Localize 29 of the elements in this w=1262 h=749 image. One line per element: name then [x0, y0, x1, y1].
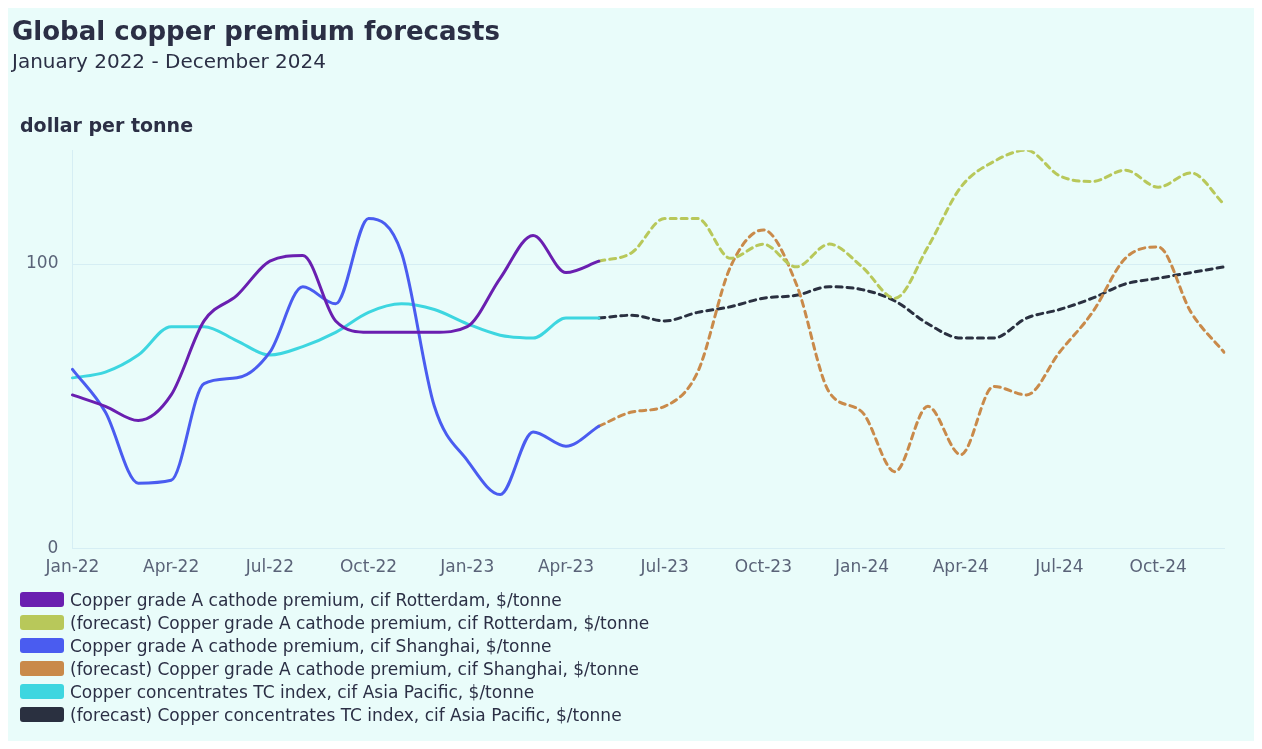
x-tick-label: Jul-23: [639, 556, 689, 577]
legend-label: (forecast) Copper grade A cathode premium, cif Rotterdam, $/tonne: [70, 612, 650, 633]
y-tick-label: 0: [47, 537, 59, 558]
x-tick-label: Apr-23: [537, 556, 595, 577]
legend-label: (forecast) Copper grade A cathode premium, cif Shanghai, $/tonne: [70, 658, 639, 679]
y-tick-label: 100: [25, 252, 59, 273]
x-tick-label: Apr-22: [143, 556, 200, 577]
x-tick-label: Jan-22: [44, 556, 100, 577]
y-axis-title: dollar per tonne: [20, 113, 194, 136]
line-series: [70, 302, 601, 380]
legend-label: Copper grade A cathode premium, cif Shanghai, $/tonne: [70, 635, 552, 656]
line-series: [70, 217, 601, 497]
line-series: [597, 265, 1226, 340]
x-tick-label: Oct-22: [339, 556, 398, 577]
legend-label: Copper grade A cathode premium, cif Rotterdam, $/tonne: [70, 589, 562, 610]
line-series: [597, 228, 1226, 474]
x-tick-label: Jan-24: [834, 556, 890, 577]
chart-subtitle: January 2022 - December 2024: [10, 49, 326, 74]
line-series: [597, 150, 1226, 300]
chart-title: Global copper premium forecasts: [12, 16, 500, 47]
legend-label: (forecast) Copper concentrates TC index, cif Asia Pacific, $/tonne: [70, 704, 622, 725]
x-tick-label: Oct-24: [1129, 556, 1187, 577]
x-tick-label: Oct-23: [734, 556, 792, 577]
x-tick-label: Jul-22: [244, 556, 294, 577]
legend-label: Copper concentrates TC index, cif Asia Pacific, $/tonne: [70, 681, 535, 702]
x-tick-label: Jan-23: [439, 556, 495, 577]
x-tick-label: Jul-24: [1034, 556, 1084, 577]
line-series: [70, 234, 601, 423]
x-tick-label: Apr-24: [932, 556, 989, 577]
